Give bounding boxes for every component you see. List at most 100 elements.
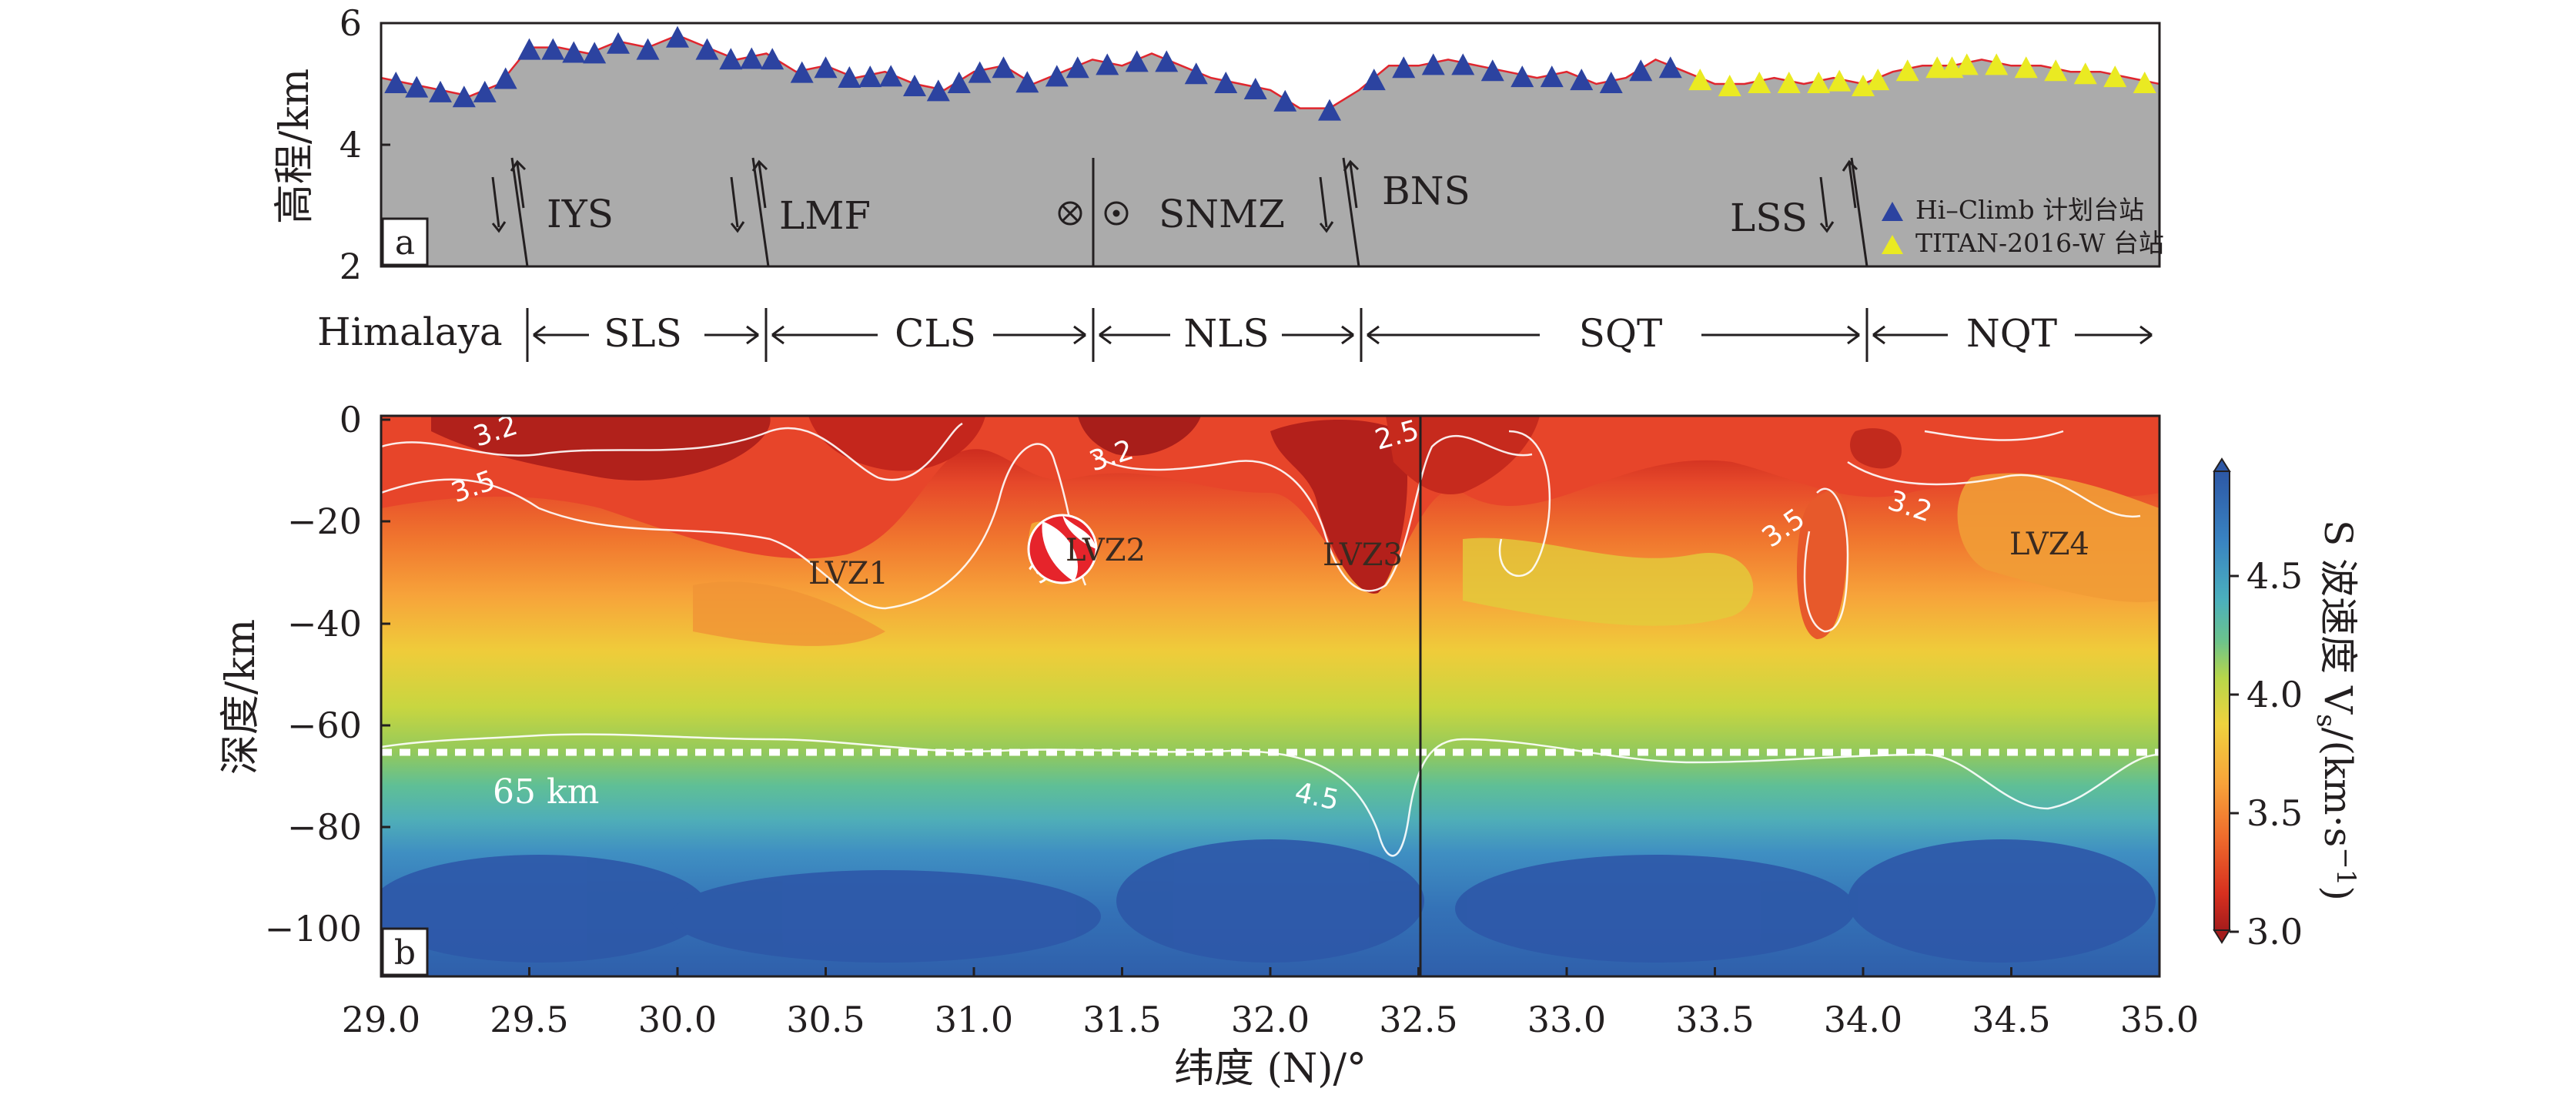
colorbar-title: S 波速度 Vs/(km·s−1) xyxy=(2310,520,2361,901)
hiclimb-station-20 xyxy=(858,65,882,88)
hiclimb-station-19 xyxy=(838,65,861,88)
fault-label-bns: BNS xyxy=(1382,169,1470,213)
lvz-label-2: LVZ2 xyxy=(1066,533,1146,568)
hiclimb-station-10 xyxy=(607,32,630,54)
xtick-label-4: 31.0 xyxy=(935,999,1013,1040)
fault-labels: IYS LMF SNMZ BNS LSS xyxy=(547,169,1808,240)
xtick-label-8: 33.0 xyxy=(1527,999,1606,1040)
hiclimb-station-31 xyxy=(1125,50,1149,72)
xtick-label-12: 35.0 xyxy=(2120,999,2199,1040)
ytick-neg80: −80 xyxy=(287,806,362,848)
xtick-label-5: 31.5 xyxy=(1082,999,1161,1040)
xtick-label-3: 30.5 xyxy=(786,999,865,1040)
panel-b-label-box xyxy=(381,927,429,976)
hiclimb-station-13 xyxy=(695,38,719,60)
fault-label-iys: IYS xyxy=(547,192,614,236)
terrane-row: Himalaya SLS CLS NLS SQT NQT xyxy=(317,308,2153,362)
hiclimb-station-27 xyxy=(1015,71,1039,93)
shallow-slow-zones xyxy=(381,416,2159,646)
faults xyxy=(491,157,1868,267)
legend-hiclimb-icon xyxy=(1882,202,1903,221)
hiclimb-station-17 xyxy=(790,61,814,83)
hiclimb-station-45 xyxy=(1570,69,1594,91)
terrane-nqt: NQT xyxy=(1966,311,2057,356)
titan-stations xyxy=(1688,53,2156,96)
colorbar-tick-4.0: 4.0 xyxy=(2246,674,2303,715)
fault-label-lmf: LMF xyxy=(779,193,871,238)
xtick-label-2: 30.0 xyxy=(638,999,717,1040)
panel-a: 6 4 2 高程/km a xyxy=(272,2,2164,287)
fault-iys-arrows xyxy=(491,159,527,233)
ytick-neg100: −100 xyxy=(265,908,362,949)
fault-iys-line xyxy=(510,157,529,267)
hiclimb-station-14 xyxy=(719,48,743,70)
hiclimb-station-24 xyxy=(947,72,971,94)
hiclimb-station-25 xyxy=(968,61,992,83)
hiclimb-station-39 xyxy=(1392,56,1416,79)
colorbar-tick-3.0: 3.0 xyxy=(2246,911,2303,953)
titan-station-3 xyxy=(1777,72,1801,94)
hiclimb-station-38 xyxy=(1362,69,1386,91)
colorbar: 3.0 3.5 4.0 4.5 S 波速度 Vs/(km·s−1) xyxy=(2213,457,2361,953)
fault-label-lss: LSS xyxy=(1730,196,1808,240)
hiclimb-station-4 xyxy=(473,80,497,102)
fault-lss-arrows xyxy=(1819,159,1858,233)
xtick-label-0: 29.0 xyxy=(342,999,420,1040)
xtick-label-6: 32.0 xyxy=(1231,999,1310,1040)
hiclimb-station-44 xyxy=(1540,65,1564,88)
panel-b-xaxis: 29.0 29.5 30.0 30.5 31.0 31.5 32.0 32.5 33.0 33.5… xyxy=(342,967,2199,1040)
titan-station-8 xyxy=(1895,59,1919,82)
hiclimb-station-5 xyxy=(493,67,517,89)
panel-a-yaxis: 6 4 2 高程/km xyxy=(272,2,390,287)
hiclimb-station-0 xyxy=(384,72,408,94)
fault-lmf-line xyxy=(751,157,770,267)
hiclimb-station-1 xyxy=(405,75,429,98)
panel-a-label-box xyxy=(381,217,429,266)
hiclimb-station-29 xyxy=(1066,56,1089,79)
hiclimb-station-8 xyxy=(562,41,586,63)
ytick-neg20: −20 xyxy=(287,501,362,542)
hiclimb-station-2 xyxy=(429,80,452,102)
hiclimb-station-15 xyxy=(740,47,764,69)
hiclimb-station-46 xyxy=(1599,72,1623,94)
ytick-neg40: −40 xyxy=(287,603,362,645)
strike-slip-symbols xyxy=(1058,201,1129,226)
hiclimb-station-3 xyxy=(452,85,476,108)
terrane-sqt: SQT xyxy=(1579,311,1663,356)
terrane-nls: NLS xyxy=(1183,311,1269,356)
hiclimb-station-7 xyxy=(541,38,565,60)
hiclimb-station-16 xyxy=(761,48,785,70)
topography-area xyxy=(381,35,2159,266)
legend: Hi–Climb 计划台站 TITAN-2016-W 台站 xyxy=(1882,195,2164,258)
titan-station-12 xyxy=(1985,53,2009,75)
xtick-label-7: 32.5 xyxy=(1379,999,1457,1040)
titan-station-11 xyxy=(1955,53,1979,75)
colorbar-tick-3.5: 3.5 xyxy=(2246,792,2303,834)
hiclimb-station-12 xyxy=(666,25,689,48)
lvz-label-3: LVZ3 xyxy=(1323,537,1403,573)
hiclimb-station-40 xyxy=(1421,53,1445,75)
fault-label-snmz: SNMZ xyxy=(1159,192,1285,236)
hiclimb-station-43 xyxy=(1510,65,1534,88)
panel-b-ylabel: 深度/km xyxy=(218,619,264,775)
ytick-neg60: −60 xyxy=(287,705,362,746)
lvz-labels: LVZ1 LVZ2 LVZ3 LVZ4 xyxy=(808,527,2089,591)
panel-b-xlabel: 纬度 (N)/° xyxy=(1174,1046,1367,1092)
ytick-0: 0 xyxy=(340,399,362,440)
hiclimb-station-37 xyxy=(1318,99,1341,121)
ytick-4: 4 xyxy=(340,124,362,166)
hiclimb-station-30 xyxy=(1096,53,1119,75)
legend-titan-label: TITAN-2016-W 台站 xyxy=(1915,228,2164,258)
xtick-label-10: 34.0 xyxy=(1824,999,1902,1040)
fault-bns-line xyxy=(1342,157,1360,267)
focal-mechanism-icon xyxy=(1027,514,1098,584)
titan-station-15 xyxy=(2073,62,2097,85)
hiclimb-station-22 xyxy=(903,75,926,96)
titan-station-17 xyxy=(2133,72,2156,94)
hiclimb-station-6 xyxy=(517,38,541,60)
fault-lss-line xyxy=(1850,157,1868,267)
velocity-heatmap: 3.2 3.5 3.2 3.2 2.5 3.5 3.2 4.5 LVZ1 xyxy=(381,416,2159,976)
hiclimb-station-35 xyxy=(1243,77,1267,99)
terrane-cls: CLS xyxy=(895,311,976,356)
